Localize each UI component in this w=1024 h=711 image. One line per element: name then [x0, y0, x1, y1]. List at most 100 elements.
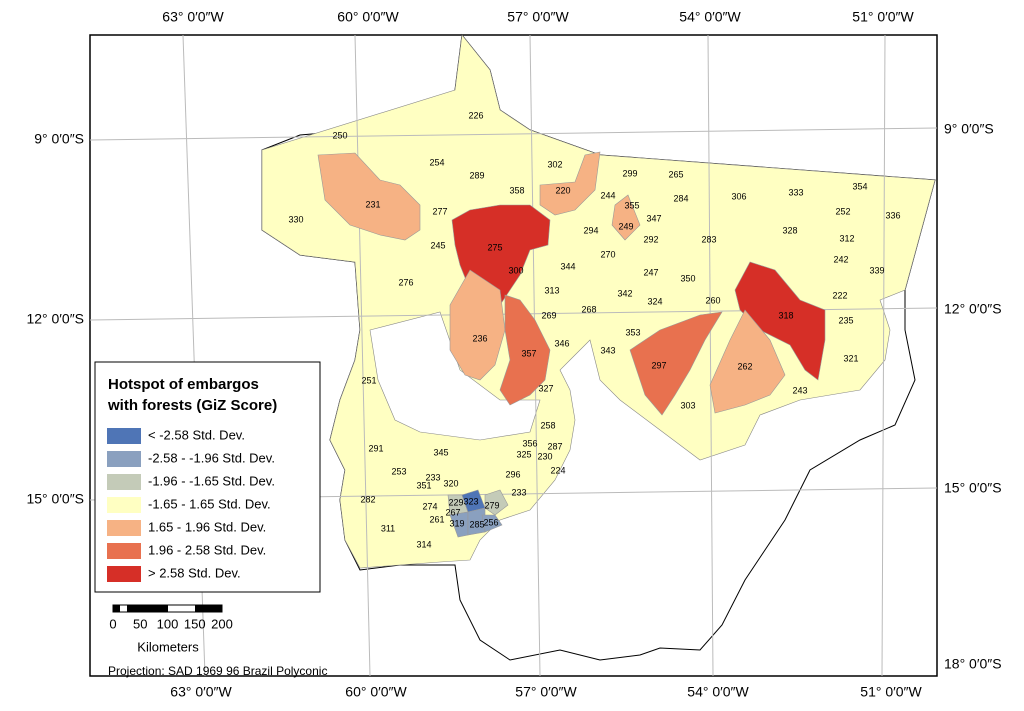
region-label: 267 [445, 507, 460, 517]
region-label: 270 [600, 249, 615, 259]
region-label: 251 [361, 375, 376, 385]
graticule-label: 54° 0′0″W [687, 684, 749, 700]
region-label: 249 [618, 221, 633, 231]
region-label: 306 [731, 191, 746, 201]
graticule-label: 51° 0′0″W [852, 9, 914, 25]
region-label: 282 [360, 494, 375, 504]
graticule-label: 54° 0′0″W [679, 9, 741, 25]
region-label: 289 [469, 170, 484, 180]
graticule-label: 9° 0′0″S [34, 131, 84, 147]
meridian [881, 34, 886, 677]
region-shape [484, 489, 509, 516]
scale-segment [140, 605, 168, 612]
region-label: 311 [381, 523, 395, 533]
region-label: 284 [673, 193, 688, 203]
region-label: 236 [472, 333, 487, 343]
region-label: 353 [625, 327, 640, 337]
scale-segment [195, 605, 222, 612]
region-label: 312 [839, 233, 854, 243]
region-label: 258 [540, 420, 555, 430]
legend-title: with forests (GiZ Score) [107, 397, 277, 414]
region-label: 321 [843, 353, 858, 363]
region-label: 314 [416, 539, 431, 549]
region-label: 277 [432, 206, 447, 216]
graticule-label: 60° 0′0″W [337, 9, 399, 25]
region-label: 243 [792, 385, 807, 395]
region-label: 328 [782, 225, 797, 235]
region-label: 283 [701, 234, 716, 244]
region-label: 344 [560, 261, 575, 271]
region-label: 355 [624, 200, 639, 210]
region-label: 231 [365, 199, 380, 209]
region-label: 254 [429, 157, 444, 167]
region-label: 292 [643, 234, 658, 244]
region-label: 253 [391, 466, 406, 476]
region-label: 230 [537, 451, 552, 461]
analysed-area [261, 34, 936, 569]
region-label: 358 [509, 185, 524, 195]
region-label: 345 [433, 447, 448, 457]
region-label: 342 [617, 288, 632, 298]
region-label: 327 [538, 383, 553, 393]
region-label: 346 [554, 338, 569, 348]
region-label: 336 [885, 210, 900, 220]
region-label: 256 [483, 517, 498, 527]
graticule-label: 15° 0′0″S [944, 480, 1002, 496]
region-label: 279 [484, 500, 499, 510]
region-shape [629, 311, 723, 416]
scale-label: 0 [109, 616, 116, 631]
region-shape [317, 152, 421, 241]
region-label: 220 [555, 185, 570, 195]
graticule-label: 12° 0′0″S [26, 311, 84, 327]
region-label: 274 [422, 501, 437, 511]
region-shape [449, 269, 506, 381]
region-label: 265 [668, 169, 683, 179]
graticule-label: 51° 0′0″W [860, 684, 922, 700]
scale-unit: Kilometers [137, 639, 199, 654]
legend-swatch [107, 566, 141, 582]
region-label: 294 [583, 225, 598, 235]
region-label: 318 [778, 310, 793, 320]
region-label: 287 [547, 441, 562, 451]
region-label: 245 [430, 240, 445, 250]
graticule-label: 9° 0′0″S [944, 121, 994, 137]
region-label: 269 [541, 310, 556, 320]
region-label: 299 [622, 168, 637, 178]
scale-segment [127, 605, 140, 612]
region-shape [539, 151, 601, 216]
region-label: 247 [643, 267, 658, 277]
legend-swatch [107, 474, 141, 490]
legend-label: < -2.58 Std. Dev. [148, 427, 245, 442]
region-label: 235 [838, 315, 853, 325]
legend-label: 1.96 - 2.58 Std. Dev. [148, 542, 266, 557]
region-label: 296 [505, 469, 520, 479]
region-label: 300 [508, 265, 523, 275]
region-shape [709, 309, 786, 414]
regions: 226 250 254 302 289 358 220 299 265 306 333 354 244 3… [288, 110, 900, 549]
region-label: 242 [833, 254, 848, 264]
meridian [707, 34, 714, 677]
region-label: 233 [511, 487, 526, 497]
scale-label: 200 [211, 616, 233, 631]
scale-label: 150 [184, 616, 206, 631]
legend-label: 1.65 - 1.96 Std. Dev. [148, 519, 266, 534]
legend-swatch [107, 520, 141, 536]
region-label: 260 [705, 295, 720, 305]
region-label: 224 [550, 465, 565, 475]
graticule-label: 12° 0′0″S [944, 301, 1002, 317]
region-label: 229 [448, 497, 463, 507]
region-label: 350 [680, 273, 695, 283]
region-label: 302 [547, 159, 562, 169]
legend-label: > 2.58 Std. Dev. [148, 565, 241, 580]
graticule-label: 57° 0′0″W [507, 9, 569, 25]
region-label: 268 [581, 304, 596, 314]
region-label: 333 [788, 187, 803, 197]
region-label: 320 [443, 478, 458, 488]
region-label: 261 [429, 514, 444, 524]
meridian [354, 34, 371, 677]
legend-label: -1.65 - 1.65 Std. Dev. [148, 496, 271, 511]
region-label: 250 [332, 130, 347, 140]
graticule-label: 18° 0′0″S [944, 656, 1002, 672]
region-label: 233 [425, 472, 440, 482]
